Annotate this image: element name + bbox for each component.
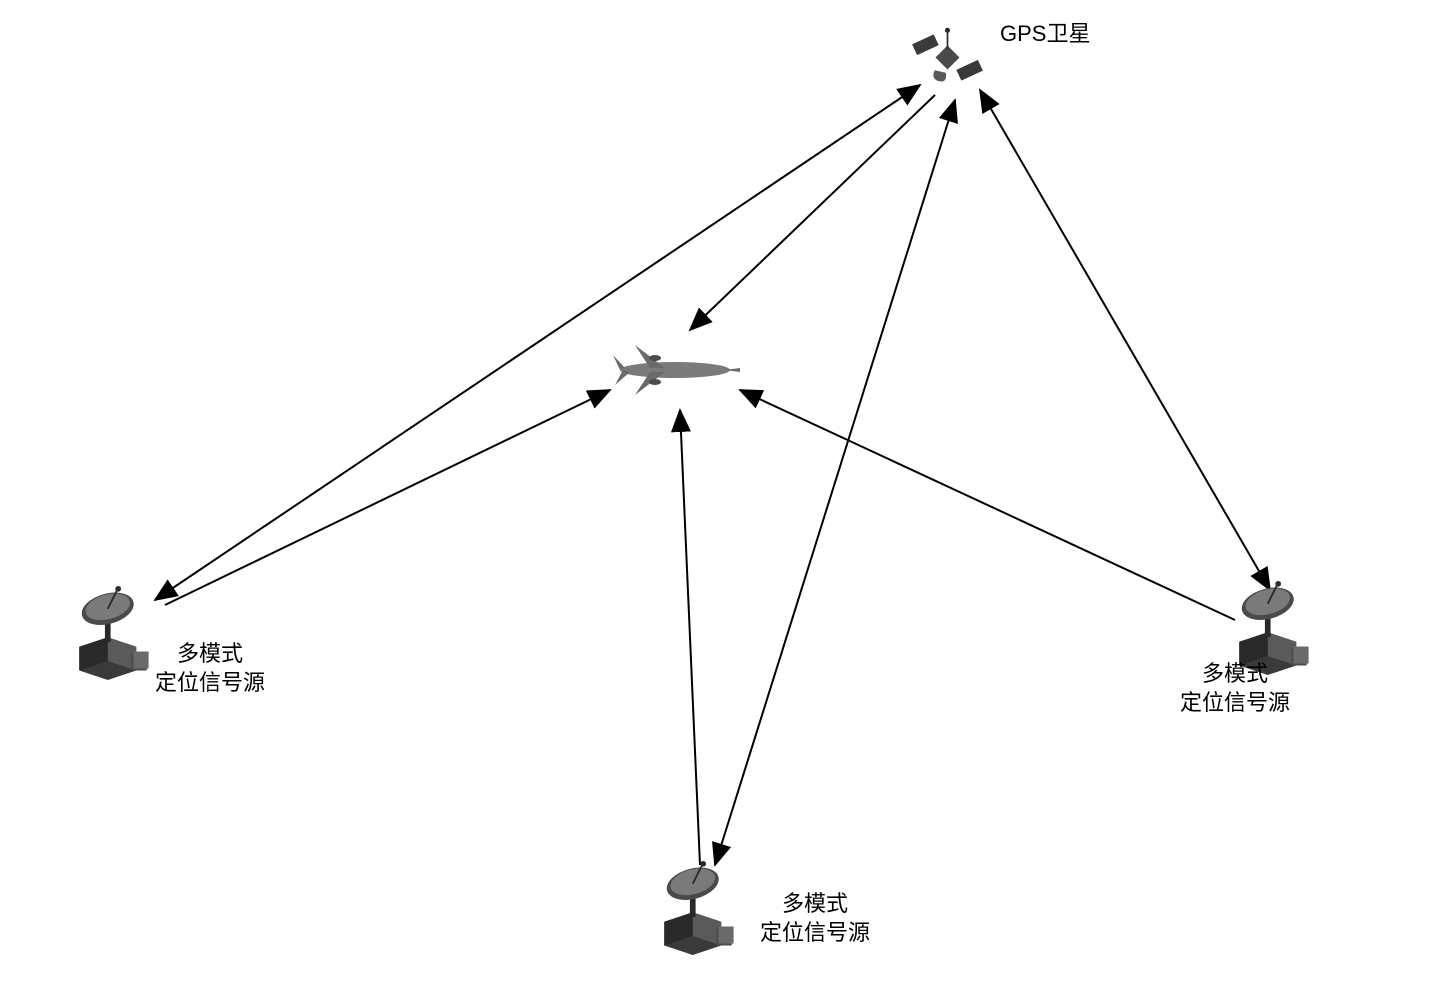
station-bottom-label-line2: 定位信号源 (760, 919, 870, 948)
station-right-label: 多模式 定位信号源 (1180, 660, 1290, 717)
ground-station-icon (650, 860, 745, 955)
station-left-label: 多模式 定位信号源 (155, 640, 265, 697)
station-left-label-line1: 多模式 (155, 640, 265, 669)
aircraft-node (605, 330, 745, 410)
station-left-node (65, 585, 160, 680)
satellite-icon (905, 15, 990, 100)
station-right-label-line1: 多模式 (1180, 660, 1290, 689)
aircraft-icon (605, 330, 745, 410)
ground-station-icon (65, 585, 160, 680)
station-bottom-label-line1: 多模式 (760, 890, 870, 919)
station-left-label-line2: 定位信号源 (155, 669, 265, 698)
station-bottom-node (650, 860, 745, 955)
station-right-label-line2: 定位信号源 (1180, 689, 1290, 718)
station-bottom-label: 多模式 定位信号源 (760, 890, 870, 947)
satellite-node (905, 15, 990, 100)
diagram-arrows (0, 0, 1447, 1003)
satellite-label: GPS卫星 (1000, 20, 1090, 49)
